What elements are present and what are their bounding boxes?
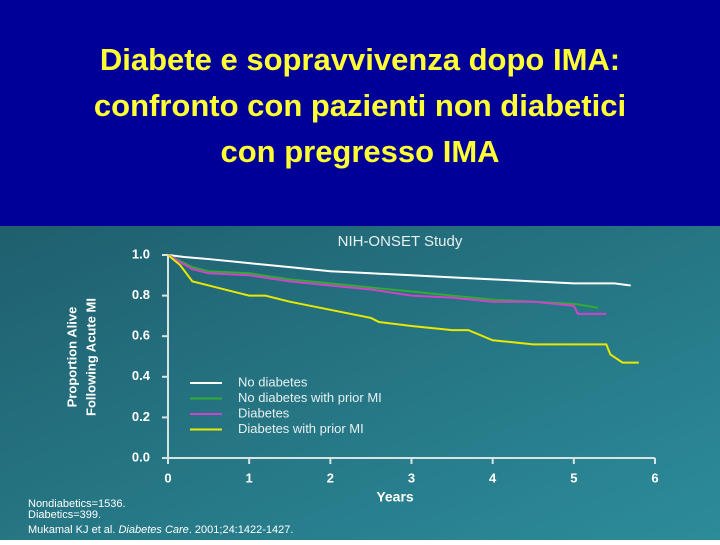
y-tick-label: 1.0 (132, 246, 150, 261)
legend-label: No diabetes (238, 374, 308, 389)
legend-label: Diabetes with prior MI (238, 421, 364, 436)
title-band (0, 0, 720, 226)
y-tick-label: 0.6 (132, 328, 150, 343)
y-tick-label: 0.0 (132, 449, 150, 464)
x-tick-label: 6 (651, 470, 658, 485)
x-tick-label: 5 (570, 470, 577, 485)
x-tick-label: 1 (246, 470, 253, 485)
x-tick-label: 4 (489, 470, 497, 485)
survival-curve (167, 254, 639, 364)
citation-journal: Diabetes Care (118, 524, 188, 536)
y-axis-label: Proportion Alive (64, 307, 79, 408)
x-tick-label: 0 (164, 470, 171, 485)
survival-curve (167, 254, 631, 287)
y-axis-label: Following Acute MI (83, 298, 98, 416)
x-tick-label: 2 (327, 470, 334, 485)
footnote: Nondiabetics=1536. (28, 498, 126, 510)
survival-curve (167, 254, 607, 315)
citation-authors: Mukamal KJ et al. (28, 524, 115, 536)
chart-title: NIH-ONSET Study (338, 233, 463, 250)
y-tick-label: 0.2 (132, 409, 150, 424)
x-tick-label: 3 (408, 470, 415, 485)
slide-title: confronto con pazienti non diabetici (94, 88, 626, 123)
slide-title: con pregresso IMA (220, 134, 499, 169)
citation-details: . 2001;24:1422-1427. (189, 524, 294, 536)
y-tick-label: 0.8 (132, 287, 150, 302)
legend-label: Diabetes (238, 405, 290, 420)
slide-title: Diabete e sopravvivenza dopo IMA: (100, 42, 620, 77)
citation: Mukamal KJ et al. Diabetes Care. 2001;24… (28, 524, 293, 536)
y-tick-label: 0.4 (132, 368, 151, 383)
chart-background (0, 226, 720, 540)
footnote: Diabetics=399. (28, 509, 101, 521)
legend-label: No diabetes with prior MI (238, 390, 382, 405)
x-axis-label: Years (376, 489, 414, 505)
